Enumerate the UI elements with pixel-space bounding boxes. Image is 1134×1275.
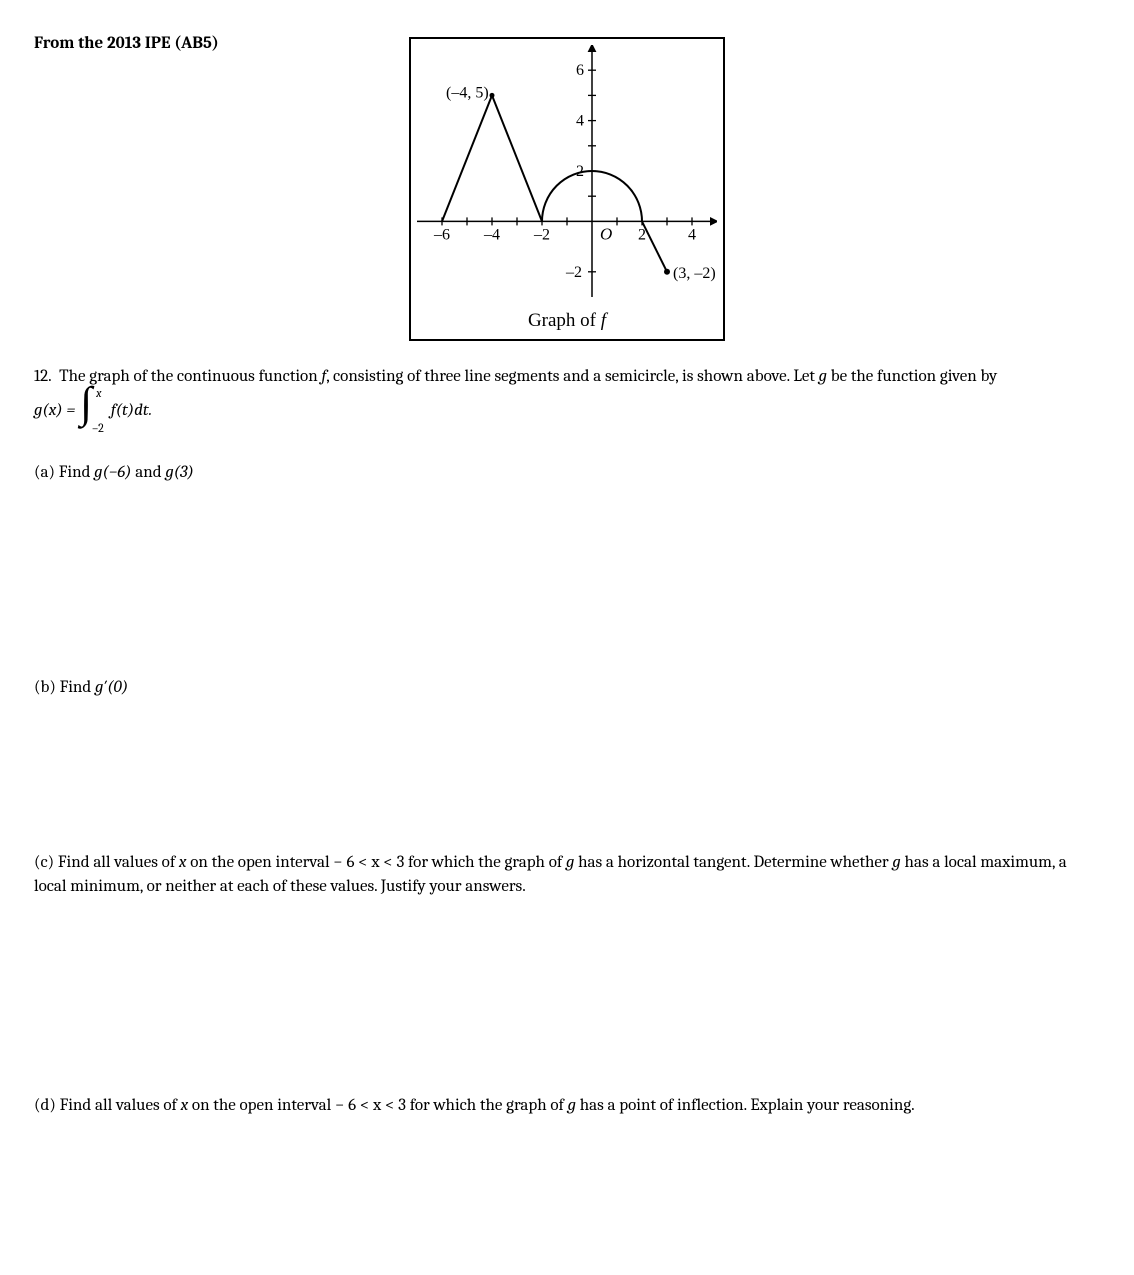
- part-a-label: (a) Find: [34, 463, 94, 482]
- part-d: (d) Find all values of x on the open int…: [34, 1090, 1100, 1122]
- svg-text:–2: –2: [533, 226, 550, 243]
- integral: ∫ x –2: [80, 389, 106, 433]
- integral-upper: x: [96, 385, 101, 402]
- part-c-label: (c) Find all values of: [34, 853, 179, 872]
- part-d-t3: has a point of inflection. Explain your …: [576, 1096, 915, 1115]
- workspace-c: [34, 910, 1100, 1090]
- intro-text-3: be the function given by: [827, 367, 997, 386]
- workspace-b: [34, 711, 1100, 851]
- part-c: (c) Find all values of x on the open int…: [34, 851, 1100, 900]
- part-b: (b) Find g′(0): [34, 676, 1100, 701]
- part-c-t3: has a horizontal tangent. Determine whet…: [574, 853, 892, 872]
- part-c-x: x: [179, 853, 187, 872]
- part-c-interval: − 6 < x < 3: [333, 853, 404, 872]
- svg-text:–2: –2: [565, 263, 582, 280]
- svg-text:(3, –2): (3, –2): [673, 264, 716, 281]
- part-a-expr1: g(−6): [94, 463, 131, 482]
- g-of-x: g(x) =: [34, 401, 79, 420]
- workspace-a: [34, 496, 1100, 676]
- svg-text:–6: –6: [433, 226, 450, 243]
- intro-text-1: The graph of the continuous function: [59, 367, 321, 386]
- part-d-interval: − 6 < x < 3: [335, 1096, 406, 1115]
- integral-lower: –2: [92, 420, 104, 437]
- problem-statement: 12. The graph of the continuous function…: [34, 365, 1100, 434]
- intro-text-2: , consisting of three line segments and …: [326, 367, 818, 386]
- part-c-t1: on the open interval: [187, 853, 334, 872]
- part-a: (a) Find g(−6) and g(3): [34, 461, 1100, 486]
- svg-text:4: 4: [688, 226, 696, 243]
- part-c-g2: g: [892, 853, 900, 872]
- svg-text:–4: –4: [483, 226, 500, 243]
- part-d-t2: for which the graph of: [406, 1096, 568, 1115]
- integral-symbol: ∫: [80, 381, 92, 425]
- part-d-g: g: [568, 1096, 576, 1115]
- part-d-t1: on the open interval: [188, 1096, 335, 1115]
- graph-svg: –6–4–224246–2O(–4, 5)(3, –2): [417, 45, 717, 297]
- graph-container: –6–4–224246–2O(–4, 5)(3, –2) Graph of f: [34, 37, 1100, 341]
- svg-text:4: 4: [576, 112, 584, 129]
- svg-text:O: O: [600, 224, 612, 243]
- part-a-mid: and: [132, 463, 166, 482]
- graph-caption: Graph of f: [417, 307, 717, 335]
- g-var: g: [819, 367, 827, 386]
- part-c-t2: for which the graph of: [404, 853, 566, 872]
- integrand: f(t)dt.: [111, 401, 152, 420]
- part-b-label: (b) Find: [34, 678, 95, 697]
- part-b-expr: g′(0): [95, 678, 128, 697]
- problem-number: 12.: [34, 367, 52, 386]
- svg-text:6: 6: [576, 62, 584, 79]
- svg-text:(–4, 5): (–4, 5): [446, 84, 489, 101]
- part-d-label: (d) Find all values of: [34, 1096, 181, 1115]
- part-a-expr2: g(3): [165, 463, 194, 482]
- graph-box: –6–4–224246–2O(–4, 5)(3, –2) Graph of f: [409, 37, 725, 341]
